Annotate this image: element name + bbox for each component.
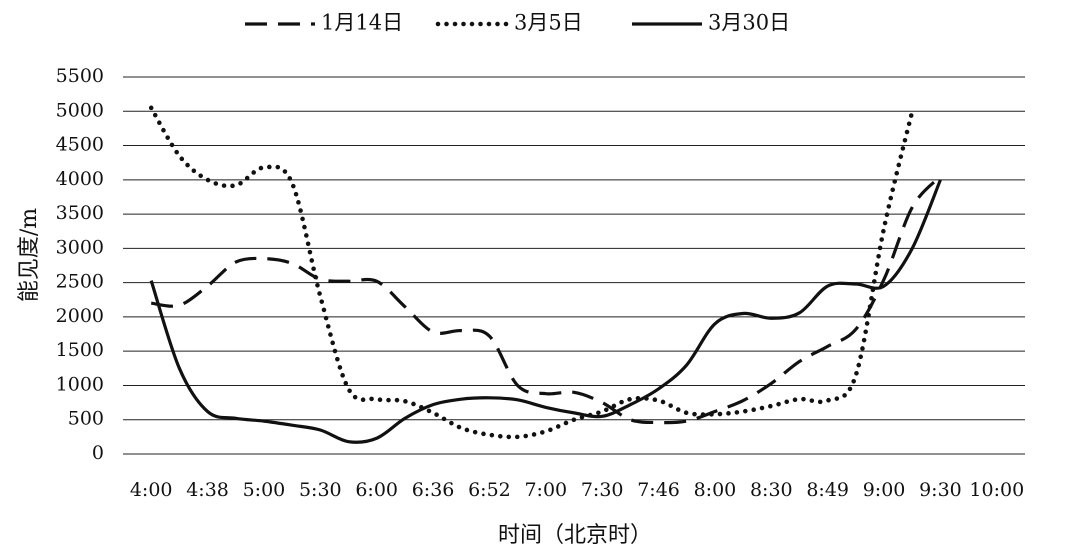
- y-axis-ticks: 0 500 1000 1500 2000 2500 3000 3500 4000 4500 5000…: [56, 65, 104, 464]
- x-tick-label: 9:00: [863, 479, 906, 501]
- legend: 1月14日 3月5日 3月30日: [245, 11, 790, 35]
- legend-label-3: 3月30日: [708, 11, 790, 35]
- y-tick-label: 4000: [56, 168, 104, 190]
- gridlines: [123, 76, 1025, 455]
- y-tick-label: 1500: [56, 339, 104, 361]
- x-tick-label: 6:00: [355, 479, 398, 501]
- y-tick-label: 5000: [56, 99, 104, 121]
- y-tick-label: 0: [92, 442, 104, 464]
- y-tick-label: 4500: [56, 134, 104, 156]
- y-tick-label: 2500: [56, 271, 104, 293]
- x-tick-label: 8:00: [694, 479, 737, 501]
- y-tick-label: 2000: [56, 305, 104, 327]
- legend-label-1: 1月14日: [321, 11, 403, 35]
- y-tick-label: 5500: [56, 65, 104, 87]
- y-tick-label: 3500: [56, 202, 104, 224]
- x-tick-label: 10:00: [969, 479, 1024, 501]
- x-axis-ticks: 4:00 4:38 5:00 5:30 6:00 6:36 6:52 7:00 7:30 7:46…: [130, 479, 1024, 501]
- x-axis-label: 时间（北京时）: [498, 523, 652, 548]
- x-tick-label: 6:36: [412, 479, 455, 501]
- x-tick-label: 4:00: [130, 479, 173, 501]
- y-axis-label: 能见度/m: [17, 208, 42, 302]
- x-tick-label: 9:30: [919, 479, 962, 501]
- x-tick-label: 4:38: [186, 479, 229, 501]
- y-tick-label: 1000: [56, 373, 104, 395]
- x-tick-label: 5:00: [243, 479, 286, 501]
- y-tick-label: 500: [68, 408, 104, 430]
- x-tick-label: 6:52: [468, 479, 511, 501]
- y-tick-label: 3000: [56, 236, 104, 258]
- x-tick-label: 7:00: [524, 479, 567, 501]
- series-layer: [148, 105, 942, 444]
- x-tick-label: 8:30: [750, 479, 793, 501]
- x-tick-label: 5:30: [299, 479, 342, 501]
- series-line-1: [150, 175, 942, 425]
- x-tick-label: 7:30: [581, 479, 624, 501]
- legend-label-2: 3月5日: [514, 11, 583, 35]
- series-line-2: [148, 105, 915, 440]
- x-tick-label: 7:46: [637, 479, 680, 501]
- x-tick-label: 8:49: [806, 479, 849, 501]
- series-line-3: [149, 179, 942, 444]
